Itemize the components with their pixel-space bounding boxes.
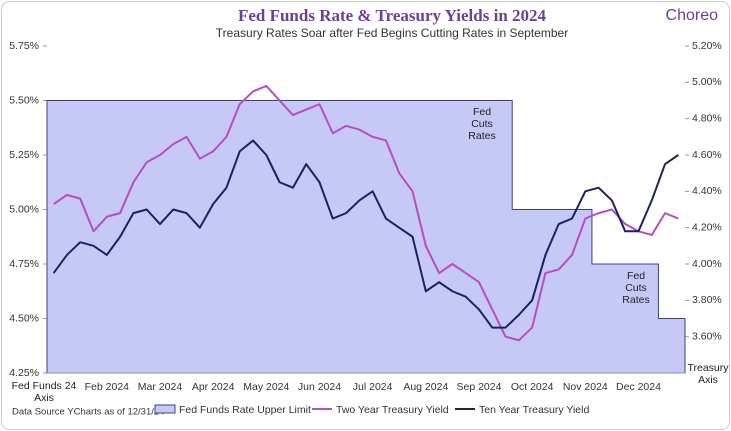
chart-title: Fed Funds Rate & Treasury Yields in 2024 <box>238 6 547 25</box>
y-tick-label: 4.25% <box>9 367 39 379</box>
y-axis-title: Fed Funds 24 Axis <box>11 380 77 404</box>
area-band <box>605 264 619 373</box>
area-band <box>326 100 340 373</box>
area-band <box>153 100 167 373</box>
area-band <box>658 318 673 373</box>
area-band <box>339 100 354 373</box>
area-band <box>86 100 101 373</box>
legend-label: Fed Funds Rate Upper Limit <box>179 404 311 416</box>
x-tick-label: May 2024 <box>243 381 289 393</box>
y-tick-label: 5.00% <box>9 203 39 215</box>
area-band <box>206 100 221 373</box>
area-band <box>512 209 526 373</box>
area-band <box>552 209 566 373</box>
x-tick-label: Jul 2024 <box>353 381 393 393</box>
area-band <box>366 100 380 373</box>
x-tick-label: Apr 2024 <box>192 381 235 393</box>
y-tick-label: 5.50% <box>9 94 39 106</box>
area-band <box>591 264 606 373</box>
legend-label: Ten Year Treasury Yield <box>479 404 589 416</box>
x-tick-label: Feb 2024 <box>85 381 130 393</box>
area-band <box>565 209 579 373</box>
area-band <box>498 100 513 373</box>
y2-tick-label: 3.80% <box>692 294 722 306</box>
x-tick-label: Mar 2024 <box>138 381 183 393</box>
y2-tick-label: 4.40% <box>692 185 722 197</box>
legend-swatch <box>154 404 176 414</box>
x-tick-label: Jun 2024 <box>298 381 341 393</box>
area-band <box>379 100 393 373</box>
y2-tick-label: 4.60% <box>692 149 722 161</box>
series-line <box>52 139 679 329</box>
y2-tick-label: 4.00% <box>692 258 722 270</box>
y-tick-label: 5.75% <box>9 40 39 52</box>
y2-tick-label: 5.00% <box>692 76 722 88</box>
area-band <box>73 100 88 373</box>
area-band <box>299 100 314 373</box>
area-band <box>432 100 447 373</box>
area-band <box>419 100 433 373</box>
area-band <box>459 100 473 373</box>
annotation: Fed Cuts Rates <box>468 106 496 142</box>
area-band <box>166 100 181 373</box>
area-band <box>631 264 646 373</box>
y-tick-label: 4.75% <box>9 258 39 270</box>
area-band <box>392 100 407 373</box>
area-band <box>618 264 633 373</box>
x-tick-label: Nov 2024 <box>563 381 608 393</box>
area-band <box>47 100 61 373</box>
area-band <box>272 100 287 373</box>
y2-tick-label: 3.60% <box>692 330 722 342</box>
area-band <box>645 264 659 373</box>
x-tick-label: Dec 2024 <box>616 381 661 393</box>
area-band <box>193 100 207 373</box>
area-band <box>219 100 234 373</box>
area-band <box>233 100 247 373</box>
x-tick-label: Sep 2024 <box>456 381 501 393</box>
y2-axis-title: Treasury Axis <box>687 362 729 386</box>
area-band <box>179 100 194 373</box>
y2-tick-label: 4.80% <box>692 112 722 124</box>
chart-subtitle: Treasury Rates Soar after Fed Begins Cut… <box>216 26 568 40</box>
area-band <box>100 100 114 373</box>
area-outline <box>46 100 686 374</box>
source: Data Source YCharts as of 12/31/24 <box>12 407 164 418</box>
y-tick-label: 5.25% <box>9 149 39 161</box>
area-band <box>286 100 300 373</box>
area-band <box>140 100 154 373</box>
area-band <box>525 209 540 373</box>
area-band <box>472 100 486 373</box>
area-band <box>671 318 686 373</box>
area-band <box>126 100 141 373</box>
y-tick-label: 4.50% <box>9 312 39 324</box>
area-band <box>538 209 553 373</box>
brand: Choreo <box>666 7 719 24</box>
series-line <box>53 84 679 342</box>
y2-tick-label: 5.20% <box>692 40 722 52</box>
y2-tick-label: 4.20% <box>692 221 722 233</box>
area-band <box>312 100 327 373</box>
area-band <box>246 100 260 373</box>
legend-label: Two Year Treasury Yield <box>336 404 449 416</box>
annotation: Fed Cuts Rates <box>622 270 650 306</box>
x-tick-label: Oct 2024 <box>511 381 554 393</box>
x-tick-label: Aug 2024 <box>403 381 448 393</box>
area-band <box>352 100 367 373</box>
area-band <box>578 209 593 373</box>
area-band <box>259 100 274 373</box>
area-band <box>445 100 460 373</box>
area-band <box>60 100 74 373</box>
